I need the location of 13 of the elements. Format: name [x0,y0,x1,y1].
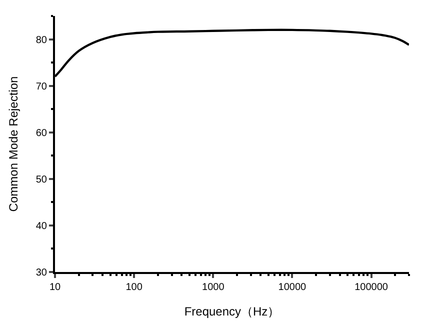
y-tick-label: 70 [36,81,48,92]
y-tick-label: 30 [36,268,48,278]
y-tick-label: 50 [36,174,48,186]
x-tick-label: 100000 [354,282,388,293]
x-tick-label: 10000 [278,282,307,293]
y-tick-label: 40 [36,220,48,232]
y-tick-label: 80 [36,34,48,46]
y-tick-label: 60 [36,128,48,139]
x-tick-label: 10 [49,282,61,293]
y-axis-title: Common Mode Rejection [6,76,21,212]
x-axis-title: Frequency（Hz） [184,304,280,318]
x-tick-label: 100 [126,282,143,293]
x-tick-label: 1000 [202,282,225,293]
